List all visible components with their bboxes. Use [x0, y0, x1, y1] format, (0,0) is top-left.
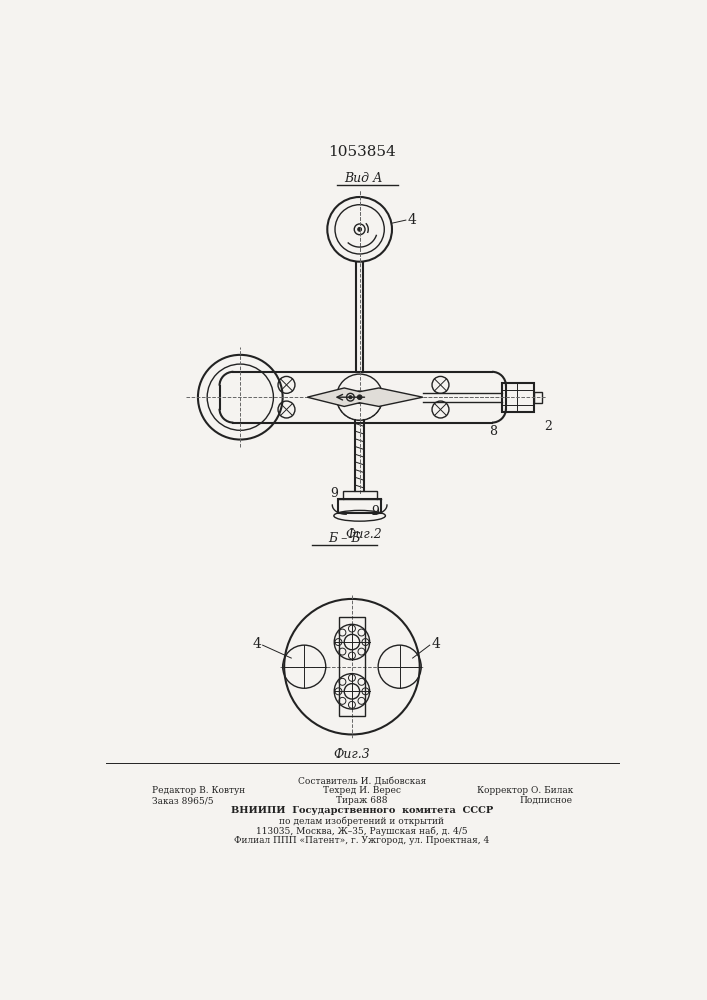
Circle shape	[349, 396, 352, 399]
Text: Редактор В. Ковтун: Редактор В. Ковтун	[152, 786, 245, 795]
Polygon shape	[308, 388, 423, 406]
Text: Подписное: Подписное	[520, 796, 573, 805]
Text: 9: 9	[371, 505, 379, 518]
Text: Б – Б: Б – Б	[328, 532, 361, 545]
Text: 8: 8	[489, 425, 497, 438]
Text: Фиг.3: Фиг.3	[334, 748, 370, 761]
Text: Тираж 688: Тираж 688	[337, 796, 387, 805]
Text: 4: 4	[407, 213, 416, 227]
Text: Корректор О. Билак: Корректор О. Билак	[477, 786, 573, 795]
Text: Составитель И. Дыбовская: Составитель И. Дыбовская	[298, 776, 426, 785]
Text: 2: 2	[544, 420, 552, 433]
Circle shape	[358, 227, 361, 231]
Text: ВНИИПИ  Государственного  комитета  СССР: ВНИИПИ Государственного комитета СССР	[230, 806, 493, 815]
Bar	[534, 392, 542, 403]
Text: Вид А: Вид А	[344, 172, 382, 185]
Text: 113035, Москва, Ж–35, Раушская наб, д. 4/5: 113035, Москва, Ж–35, Раушская наб, д. 4…	[256, 826, 468, 836]
Bar	[343, 491, 377, 499]
Bar	[339, 617, 365, 716]
Text: Фиг.2: Фиг.2	[345, 528, 382, 541]
Bar	[502, 383, 534, 412]
Text: Филиал ППП «Патент», г. Ужгород, ул. Проектная, 4: Филиал ППП «Патент», г. Ужгород, ул. Про…	[234, 836, 489, 845]
Text: по делам изобретений и открытий: по делам изобретений и открытий	[279, 816, 445, 826]
Text: Заказ 8965/5: Заказ 8965/5	[152, 796, 214, 805]
Text: 4: 4	[252, 637, 261, 651]
Text: 9: 9	[330, 487, 338, 500]
Bar	[339, 499, 381, 513]
Text: Техред И. Верес: Техред И. Верес	[323, 786, 401, 795]
Text: 4: 4	[431, 637, 440, 651]
Text: 1053854: 1053854	[328, 145, 396, 159]
Circle shape	[357, 395, 362, 400]
